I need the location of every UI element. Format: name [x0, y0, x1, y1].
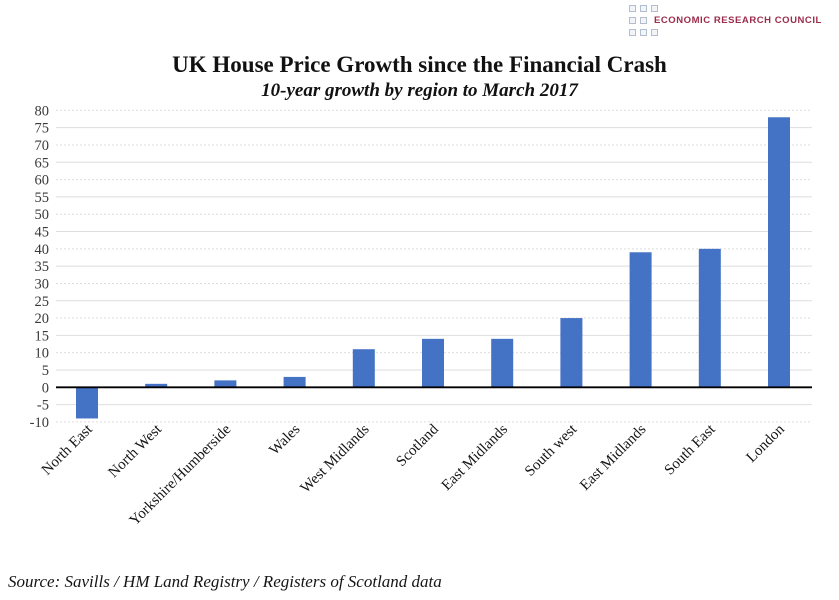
x-axis-label: Scotland: [393, 421, 442, 470]
logo-square-icon: [629, 16, 636, 24]
y-tick-label: 0: [42, 380, 49, 396]
logo-square-icon: [640, 4, 647, 12]
logo-square-icon: [651, 28, 658, 36]
bar: [629, 252, 652, 388]
logo-square-icon: [629, 4, 636, 12]
y-tick-label: 20: [35, 311, 50, 327]
x-axis-label: Wales: [266, 421, 303, 458]
x-axis-label: South west: [522, 421, 581, 480]
logo-squares-row-bottom: [629, 28, 822, 36]
logo-square-icon: [629, 28, 636, 36]
y-tick-label: 5: [42, 363, 49, 379]
y-tick-label: 50: [35, 207, 50, 223]
logo-square-icon: [651, 4, 658, 12]
y-tick-label: 40: [35, 242, 50, 258]
x-axis-label: East Midlands: [439, 421, 511, 493]
y-tick-label: -10: [30, 415, 49, 431]
y-tick-label: 65: [35, 155, 50, 171]
chart-title: UK House Price Growth since the Financia…: [172, 52, 667, 77]
y-tick-label: 35: [35, 259, 50, 275]
chart-subtitle: 10-year growth by region to March 2017: [261, 80, 578, 101]
bar: [214, 380, 237, 388]
y-tick-label: 75: [35, 121, 50, 137]
y-tick-label: 30: [35, 276, 50, 292]
bar: [698, 248, 721, 388]
bar: [768, 117, 790, 388]
bar: [352, 349, 375, 388]
y-tick-label: 45: [35, 225, 50, 241]
x-axis-label: South East: [662, 421, 720, 479]
y-tick-label: 55: [35, 190, 50, 206]
y-tick-label: 15: [35, 328, 50, 344]
source-note: Source: Savills / HM Land Registry / Reg…: [8, 572, 442, 591]
bar: [422, 338, 444, 388]
logo-square-icon: [640, 16, 647, 24]
x-axis-label: London: [744, 421, 789, 466]
bar: [283, 376, 306, 388]
y-tick-label: 70: [35, 138, 50, 154]
logo-squares-row-middle: ECONOMIC RESEARCH COUNCIL: [629, 14, 822, 26]
bar: [76, 387, 98, 419]
erc-logo: ECONOMIC RESEARCH COUNCIL: [629, 4, 822, 36]
x-axis-label: East Midlands: [577, 421, 649, 493]
y-tick-label: 60: [35, 173, 50, 189]
logo-squares-row-top: [629, 4, 822, 12]
y-tick-label: 80: [35, 103, 50, 119]
logo-text: ECONOMIC RESEARCH COUNCIL: [654, 14, 822, 26]
bar: [560, 318, 583, 388]
y-tick-label: 25: [35, 294, 50, 310]
y-tick-label: 10: [35, 346, 50, 362]
x-axis-label: West Midlands: [298, 421, 373, 496]
bar: [145, 383, 168, 388]
bar: [491, 338, 514, 388]
logo-square-icon: [640, 28, 647, 36]
y-tick-label: -5: [37, 398, 49, 414]
x-axis-label: North West: [106, 421, 166, 481]
